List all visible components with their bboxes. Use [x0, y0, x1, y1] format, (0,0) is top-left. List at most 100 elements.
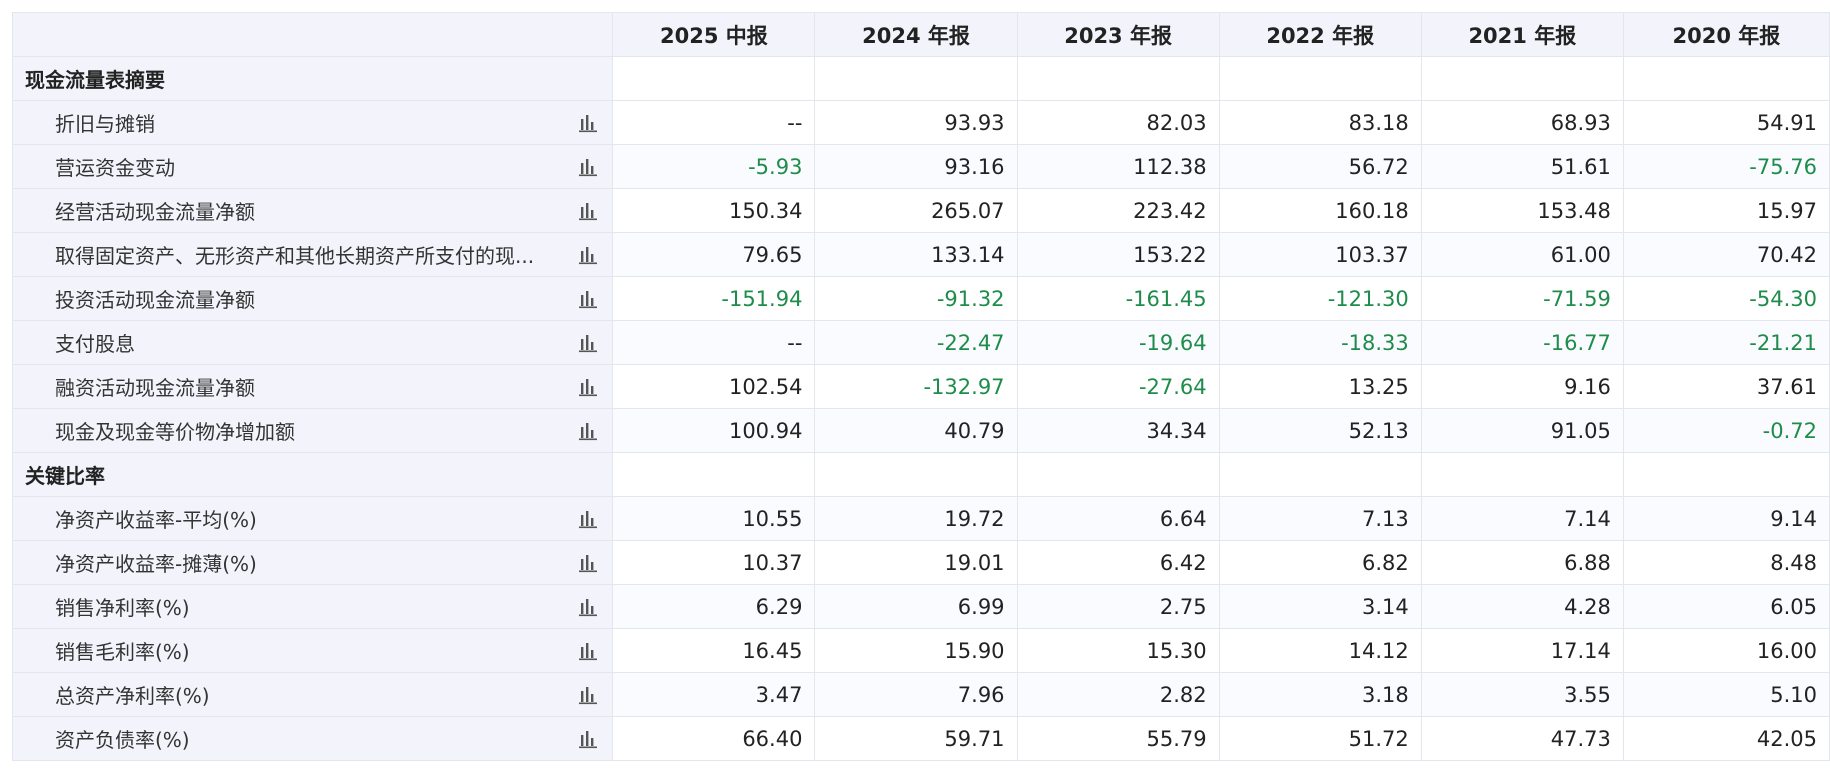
value-cell: 112.38: [1016, 144, 1220, 189]
row-label-cell: 现金及现金等价物净增加额: [12, 408, 614, 453]
value-cell: -22.47: [814, 320, 1018, 365]
table-row: 销售毛利率(%) 16.45 15.90 15.30 14.12 17.14 16.00: [12, 628, 1830, 673]
value-cell: -18.33: [1218, 320, 1422, 365]
bar-chart-icon[interactable]: [578, 245, 598, 265]
bar-chart-icon[interactable]: [578, 729, 598, 749]
bar-chart-icon[interactable]: [578, 685, 598, 705]
value-cell: 10.55: [612, 496, 816, 541]
value-cell: 7.13: [1218, 496, 1422, 541]
section-header-row: 关键比率: [12, 452, 1830, 497]
value-cell: 6.29: [612, 584, 816, 629]
bar-chart-icon[interactable]: [578, 289, 598, 309]
value-cell: 15.97: [1622, 188, 1830, 233]
section-empty-cell: [612, 452, 816, 497]
value-cell: 59.71: [814, 716, 1018, 761]
bar-chart-icon[interactable]: [578, 201, 598, 221]
bar-chart-icon[interactable]: [578, 333, 598, 353]
value-cell: 3.55: [1420, 672, 1624, 717]
table-body: 现金流量表摘要 折旧与摊销 -- 93.93 82.03 83.18 68.93 54.91 营…: [12, 56, 1830, 761]
section-title: 关键比率: [12, 452, 614, 497]
row-label: 营运资金变动: [55, 156, 175, 180]
value-cell: 93.16: [814, 144, 1018, 189]
value-cell: 52.13: [1218, 408, 1422, 453]
table-row: 资产负债率(%) 66.40 59.71 55.79 51.72 47.73 42.05: [12, 716, 1830, 761]
row-label: 支付股息: [55, 332, 135, 356]
value-cell: 16.45: [612, 628, 816, 673]
value-cell: 15.90: [814, 628, 1018, 673]
value-cell: 93.93: [814, 100, 1018, 145]
row-label-cell: 投资活动现金流量净额: [12, 276, 614, 321]
row-label: 现金及现金等价物净增加额: [55, 420, 295, 444]
value-cell: 153.48: [1420, 188, 1624, 233]
bar-chart-icon[interactable]: [578, 553, 598, 573]
row-label: 融资活动现金流量净额: [55, 376, 255, 400]
value-cell: 2.75: [1016, 584, 1220, 629]
value-cell: 100.94: [612, 408, 816, 453]
row-label: 取得固定资产、无形资产和其他长期资产所支付的现...: [55, 244, 535, 268]
table-row: 融资活动现金流量净额 102.54 -132.97 -27.64 13.25 9.16 37…: [12, 364, 1830, 409]
column-header[interactable]: 2025 中报: [612, 12, 816, 57]
value-cell: -5.93: [612, 144, 816, 189]
value-cell: 54.91: [1622, 100, 1830, 145]
bar-chart-icon[interactable]: [578, 597, 598, 617]
table-row: 折旧与摊销 -- 93.93 82.03 83.18 68.93 54.91: [12, 100, 1830, 145]
section-empty-cell: [814, 452, 1018, 497]
value-cell: 51.72: [1218, 716, 1422, 761]
row-label: 折旧与摊销: [55, 112, 155, 136]
section-title: 现金流量表摘要: [12, 56, 614, 101]
table-row: 营运资金变动 -5.93 93.16 112.38 56.72 51.61 -75.76: [12, 144, 1830, 189]
bar-chart-icon[interactable]: [578, 113, 598, 133]
section-empty-cell: [1218, 452, 1422, 497]
value-cell: -91.32: [814, 276, 1018, 321]
column-header[interactable]: 2021 年报: [1420, 12, 1624, 57]
value-cell: -54.30: [1622, 276, 1830, 321]
value-cell: 160.18: [1218, 188, 1422, 233]
section-empty-cell: [1420, 56, 1624, 101]
value-cell: --: [612, 320, 816, 365]
value-cell: 7.14: [1420, 496, 1624, 541]
table-row: 销售净利率(%) 6.29 6.99 2.75 3.14 4.28 6.05: [12, 584, 1830, 629]
value-cell: 61.00: [1420, 232, 1624, 277]
value-cell: 17.14: [1420, 628, 1624, 673]
row-label-cell: 净资产收益率-摊薄(%): [12, 540, 614, 585]
value-cell: 6.82: [1218, 540, 1422, 585]
table-row: 净资产收益率-平均(%) 10.55 19.72 6.64 7.13 7.14 9.14: [12, 496, 1830, 541]
financial-summary-table: 2025 中报 2024 年报 2023 年报 2022 年报 2021 年报 …: [12, 12, 1830, 761]
value-cell: 153.22: [1016, 232, 1220, 277]
value-cell: 7.96: [814, 672, 1018, 717]
value-cell: -75.76: [1622, 144, 1830, 189]
value-cell: 3.18: [1218, 672, 1422, 717]
value-cell: 10.37: [612, 540, 816, 585]
value-cell: 3.47: [612, 672, 816, 717]
row-label-cell: 支付股息: [12, 320, 614, 365]
value-cell: 51.61: [1420, 144, 1624, 189]
column-header[interactable]: 2023 年报: [1016, 12, 1220, 57]
row-label: 经营活动现金流量净额: [55, 200, 255, 224]
bar-chart-icon[interactable]: [578, 509, 598, 529]
section-empty-cell: [1420, 452, 1624, 497]
section-empty-cell: [1016, 452, 1220, 497]
value-cell: 223.42: [1016, 188, 1220, 233]
value-cell: 34.34: [1016, 408, 1220, 453]
table-row: 现金及现金等价物净增加额 100.94 40.79 34.34 52.13 91.05 -0…: [12, 408, 1830, 453]
row-label-cell: 取得固定资产、无形资产和其他长期资产所支付的现...: [12, 232, 614, 277]
value-cell: 6.64: [1016, 496, 1220, 541]
value-cell: 6.88: [1420, 540, 1624, 585]
value-cell: 19.72: [814, 496, 1018, 541]
value-cell: 103.37: [1218, 232, 1422, 277]
section-empty-cell: [1622, 56, 1830, 101]
row-label: 投资活动现金流量净额: [55, 288, 255, 312]
table-row: 支付股息 -- -22.47 -19.64 -18.33 -16.77 -21.21: [12, 320, 1830, 365]
column-header[interactable]: 2022 年报: [1218, 12, 1422, 57]
bar-chart-icon[interactable]: [578, 157, 598, 177]
row-label-cell: 折旧与摊销: [12, 100, 614, 145]
value-cell: 70.42: [1622, 232, 1830, 277]
bar-chart-icon[interactable]: [578, 377, 598, 397]
column-header[interactable]: 2024 年报: [814, 12, 1018, 57]
column-header[interactable]: 2020 年报: [1622, 12, 1830, 57]
bar-chart-icon[interactable]: [578, 421, 598, 441]
value-cell: 6.05: [1622, 584, 1830, 629]
value-cell: 68.93: [1420, 100, 1624, 145]
bar-chart-icon[interactable]: [578, 641, 598, 661]
row-label-cell: 销售净利率(%): [12, 584, 614, 629]
